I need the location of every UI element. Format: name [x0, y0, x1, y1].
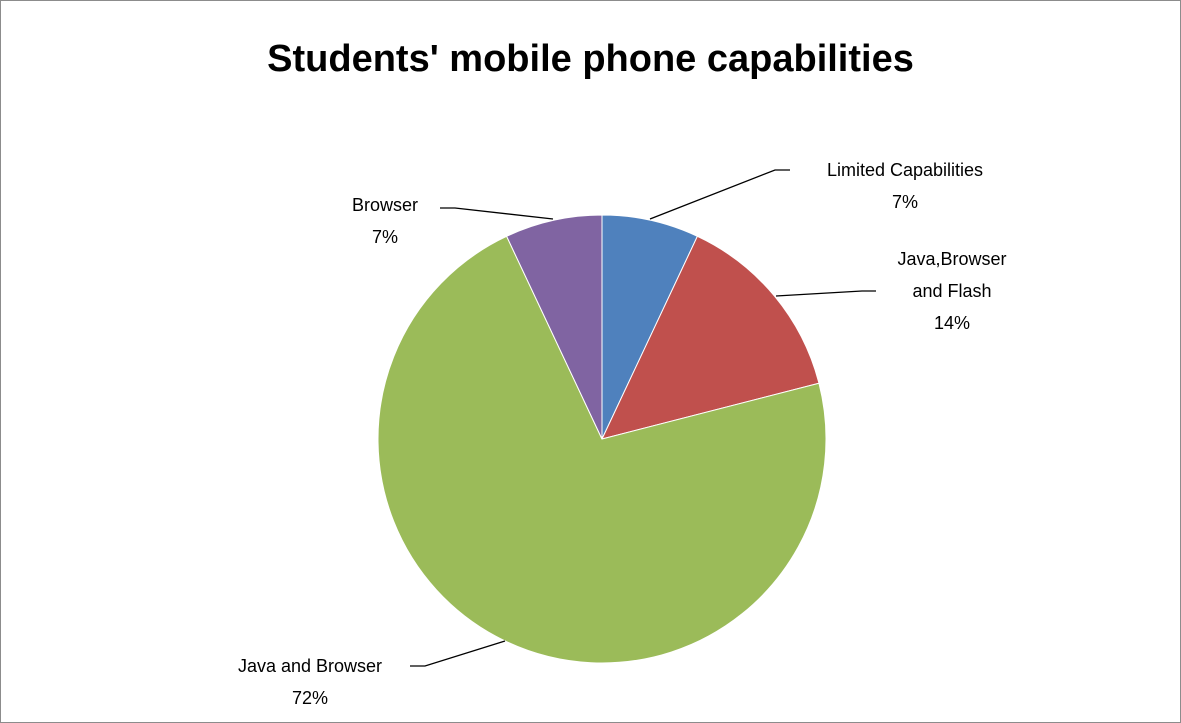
pie-slice-java-and-browser	[377, 235, 827, 664]
leader-line	[775, 290, 876, 297]
data-label: Browser 7%	[352, 195, 418, 247]
chart-title: Students' mobile phone capabilities	[267, 38, 914, 80]
data-label: Java and Browser 72%	[238, 656, 382, 708]
data-label: Limited Capabilities 7%	[827, 160, 983, 212]
leader-line	[440, 207, 554, 220]
pie-slice-java-browser-and-flash	[601, 235, 820, 440]
pie-slice-browser	[505, 214, 603, 440]
leader-line	[410, 640, 506, 667]
data-label: Java,Browser and Flash 14%	[897, 249, 1006, 333]
leader-line	[649, 169, 790, 220]
